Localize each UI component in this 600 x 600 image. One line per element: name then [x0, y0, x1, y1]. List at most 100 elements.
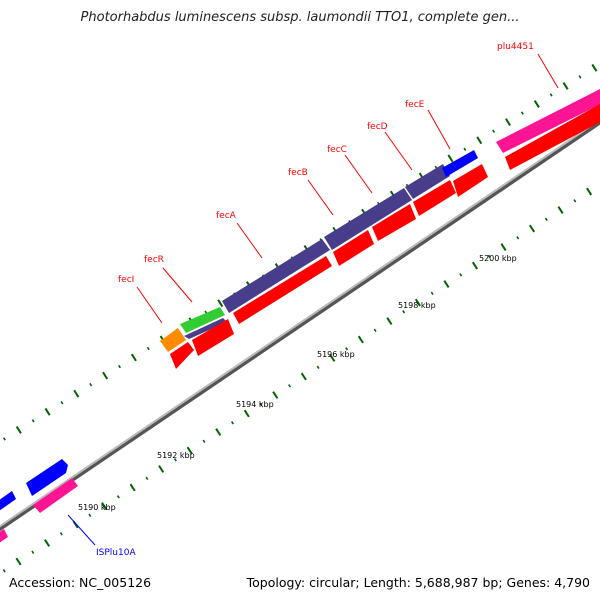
- cds-arrow: [233, 256, 332, 324]
- pink-feature: [0, 529, 8, 543]
- track-tick: [430, 291, 434, 295]
- tick-label: 5190 kbp: [78, 503, 116, 512]
- track-tick: [15, 425, 22, 434]
- track-tick: [2, 437, 6, 441]
- track-tick: [217, 299, 224, 308]
- track-tick: [300, 372, 307, 381]
- leader-fecD: [384, 131, 413, 171]
- track-tick: [459, 273, 463, 277]
- leader-fecC: [344, 154, 373, 194]
- track-tick: [529, 224, 536, 233]
- track-tick: [31, 419, 35, 423]
- gene-label-fecI: fecI: [118, 275, 134, 285]
- purple-feature: [324, 188, 412, 250]
- track-tick: [259, 402, 263, 406]
- gene-labels: fecI fecR fecA fecB fecC fecD fecE plu44…: [96, 42, 534, 558]
- leader-fecB: [307, 179, 334, 216]
- track-tick: [59, 532, 63, 536]
- track-tick: [533, 100, 540, 108]
- track-tick: [520, 111, 524, 115]
- track-tick: [492, 129, 496, 133]
- pink-feature: [33, 478, 78, 513]
- track-tick: [476, 136, 483, 145]
- gene-label-ISPlu10A: ISPlu10A: [96, 548, 136, 558]
- blue-feature: [26, 459, 68, 496]
- track-tick: [329, 354, 336, 362]
- gene-label-fecC: fecC: [327, 145, 347, 155]
- genome-stats-text: Topology: circular; Length: 5,688,987 bp…: [246, 575, 590, 590]
- track-tick: [345, 347, 349, 351]
- track-tick: [586, 187, 593, 196]
- tick-label: 5196 kbp: [317, 350, 355, 359]
- track-tick: [557, 206, 564, 214]
- map-title: Photorhabdus luminescens subsp. laumondi…: [80, 10, 520, 25]
- track-tick: [88, 513, 92, 517]
- leader-plu4451: [537, 53, 559, 89]
- leader-fecE: [427, 109, 451, 150]
- tick-label: 5194 kbp: [236, 400, 274, 409]
- track-tick: [288, 384, 292, 388]
- track-tick: [443, 280, 450, 288]
- tick-label: 5192 kbp: [157, 451, 195, 460]
- track-tick: [116, 495, 120, 499]
- track-tick: [231, 421, 234, 425]
- track-tick: [562, 82, 569, 90]
- cds-arrow: [170, 342, 194, 369]
- track-tick: [202, 439, 206, 443]
- cds-arrow: [192, 319, 234, 356]
- track-tick: [101, 502, 108, 510]
- track-tick: [118, 364, 121, 369]
- gene-label-fecB: fecB: [288, 168, 308, 178]
- track-tick: [186, 446, 193, 455]
- track-tick: [145, 476, 149, 480]
- track-tick: [487, 254, 491, 258]
- purple-feature: [222, 239, 330, 313]
- axis-tick-labels: 5190 kbp 5192 kbp 5194 kbp 5196 kbp 5198…: [78, 254, 517, 512]
- accession-text: Accession: NC_005126: [9, 575, 152, 590]
- tick-label: 5198 kbp: [398, 301, 436, 310]
- track-tick: [215, 428, 222, 436]
- track-tick: [402, 310, 406, 314]
- tick-label: 5200 kbp: [479, 254, 517, 263]
- purple-feature: [405, 164, 450, 199]
- track-tick: [544, 217, 548, 221]
- leader-ISPlu10A: [67, 514, 96, 546]
- purple-feature: [184, 318, 227, 339]
- track-tick: [500, 243, 507, 251]
- track-tick: [316, 365, 320, 369]
- gene-leader-lines: [67, 53, 559, 546]
- track-tick: [505, 118, 512, 127]
- track-tick: [102, 371, 109, 380]
- track-tick: [2, 569, 6, 573]
- gene-label-fecE: fecE: [405, 100, 425, 110]
- gene-label-fecR: fecR: [144, 255, 164, 265]
- track-tick: [447, 154, 454, 163]
- track-tick: [129, 483, 136, 492]
- track-tick: [272, 391, 279, 399]
- cds-arrow: [372, 204, 416, 241]
- track-tick: [373, 328, 377, 332]
- pink-feature: [496, 89, 600, 153]
- track-tick: [243, 409, 250, 418]
- track-tick: [31, 550, 35, 554]
- track-tick: [549, 93, 553, 97]
- gene-label-fecD: fecD: [367, 122, 388, 132]
- track-tick: [89, 382, 93, 387]
- track-tick: [130, 353, 137, 362]
- cds-arrow: [333, 230, 374, 266]
- orange-feature: [160, 328, 186, 352]
- track-tick: [158, 465, 165, 473]
- track-tick: [146, 346, 150, 351]
- gene-label-plu4451: plu4451: [497, 42, 534, 52]
- track-tick: [173, 458, 177, 462]
- track-tick: [357, 335, 364, 344]
- blue-feature: [0, 491, 16, 511]
- leader-fecI: [136, 286, 163, 324]
- track-tick: [591, 63, 598, 72]
- feature-group-left: [0, 459, 78, 543]
- track-tick: [386, 317, 393, 325]
- cds-arrow: [505, 104, 600, 170]
- backbone-line: [0, 118, 600, 532]
